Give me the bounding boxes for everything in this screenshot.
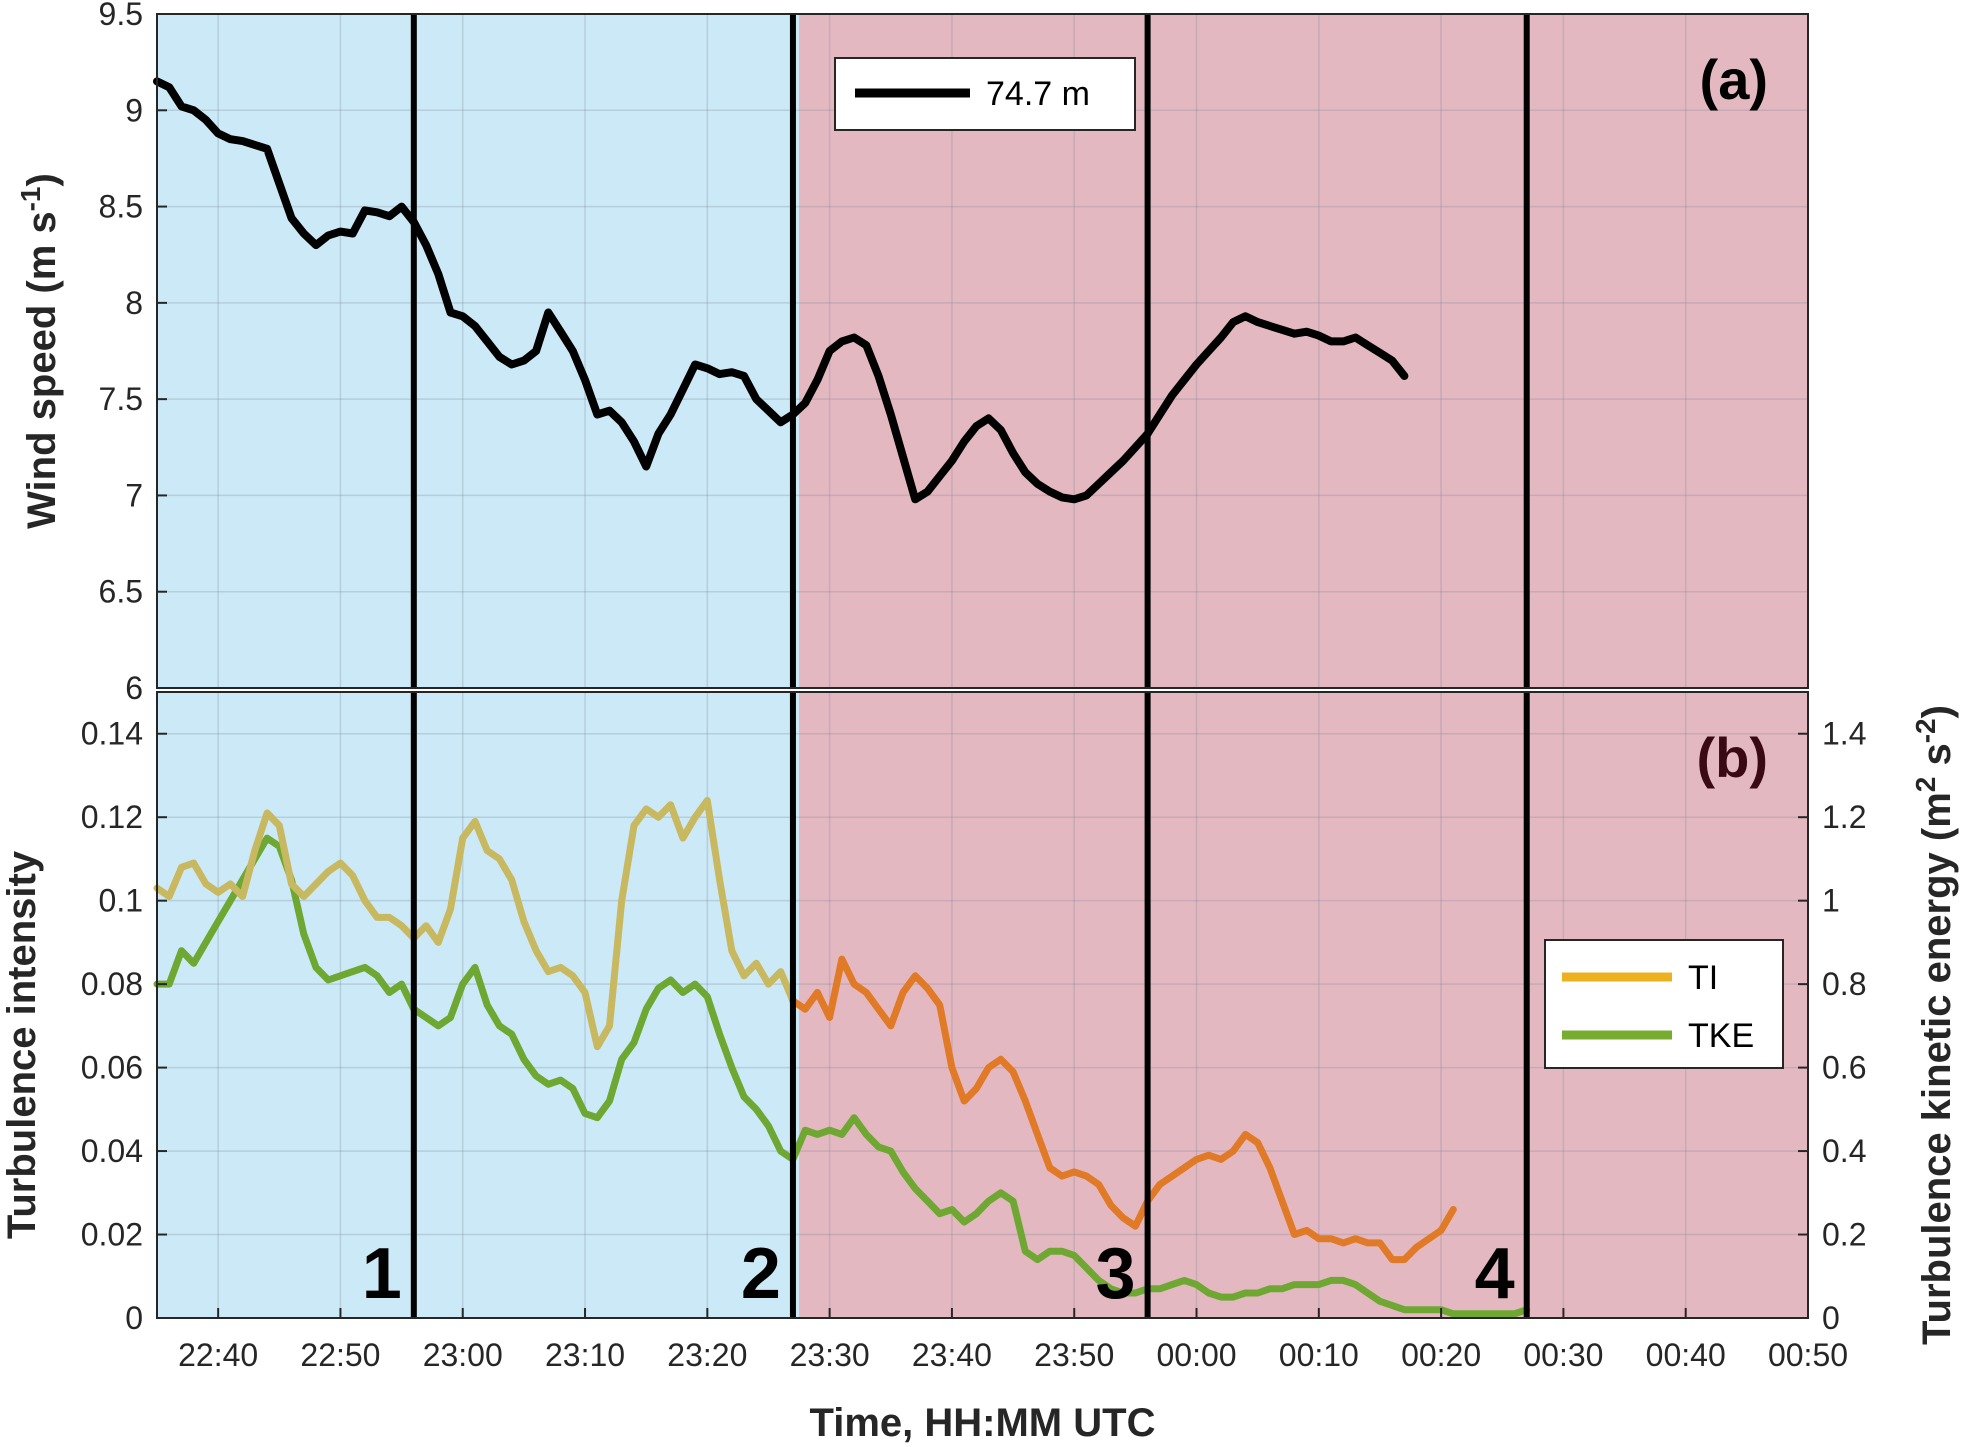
wind-ytick-label-3: 7.5 — [99, 381, 143, 417]
series-line-ti-after — [789, 955, 1457, 1264]
wind-ytick-label-0: 6 — [125, 670, 143, 706]
tke-ytick-label-4: 0.8 — [1822, 966, 1866, 1002]
xtick-label-2: 23:00 — [423, 1337, 503, 1373]
tke-ytick-label-5: 1 — [1822, 883, 1840, 919]
wind-ytick-label-7: 9.5 — [99, 0, 143, 32]
tke-ytick-label-6: 1.2 — [1822, 799, 1866, 835]
panel-label-a: (a) — [1700, 48, 1768, 111]
legend-entry-74-7-m: 74.7 m — [986, 75, 1090, 113]
xtick-label-13: 00:50 — [1768, 1337, 1848, 1373]
xtick-label-9: 00:10 — [1279, 1337, 1359, 1373]
event-label-2: 2 — [741, 1234, 781, 1314]
xtick-label-8: 00:00 — [1156, 1337, 1236, 1373]
legend-entry-tke: TKE — [1688, 1017, 1754, 1055]
panel-label-b: (b) — [1696, 726, 1768, 789]
ti-ytick-label-2: 0.04 — [81, 1133, 143, 1169]
xtick-label-5: 23:30 — [790, 1337, 870, 1373]
wind-speed-legend: 74.7 m — [834, 57, 1136, 131]
xtick-label-12: 00:40 — [1646, 1337, 1726, 1373]
wind-shaded-region-1 — [157, 14, 800, 688]
wind-ytick-label-6: 9 — [125, 92, 143, 128]
ti-ytick-label-3: 0.06 — [81, 1050, 143, 1086]
wind-ytick-label-5: 8.5 — [99, 189, 143, 225]
tke-ytick-label-0: 0 — [1822, 1300, 1840, 1336]
turbulence-intensity-y-axis-label: Turbulence intensity — [0, 850, 44, 1239]
wind-ytick-label-1: 6.5 — [99, 574, 143, 610]
xtick-label-0: 22:40 — [178, 1337, 258, 1373]
ti-ytick-label-0: 0 — [125, 1300, 143, 1336]
xtick-label-11: 00:30 — [1523, 1337, 1603, 1373]
turbulence-panel: 1 2 3 4 0 0.02 0.04 0.06 0.08 0.1 0.12 0.14 0 0.2 0.… — [0, 691, 1960, 1445]
legend-entry-ti: TI — [1688, 959, 1718, 997]
wind-speed-plot-frame — [156, 13, 1809, 689]
xtick-label-3: 23:10 — [545, 1337, 625, 1373]
xtick-label-1: 22:50 — [300, 1337, 380, 1373]
xtick-label-6: 23:40 — [912, 1337, 992, 1373]
event-label-4: 4 — [1475, 1234, 1515, 1314]
tke-ytick-label-1: 0.2 — [1822, 1217, 1866, 1253]
turbulence-legend-box — [1544, 939, 1784, 1069]
series-line-ti-before — [153, 797, 797, 1051]
tke-ytick-label-3: 0.6 — [1822, 1050, 1866, 1086]
tke-ytick-label-2: 0.4 — [1822, 1133, 1866, 1169]
wind-speed-panel: 66.577.588.599.5 (a) Wind speed (m s-1) … — [15, 0, 1809, 706]
series-line-wind-speed — [153, 77, 1409, 504]
xtick-label-4: 23:20 — [667, 1337, 747, 1373]
ti-ytick-label-1: 0.02 — [81, 1217, 143, 1253]
turbulence-plot-frame — [156, 691, 1809, 1319]
xtick-label-7: 23:50 — [1034, 1337, 1114, 1373]
event-label-1: 1 — [362, 1234, 402, 1314]
ti-ytick-label-7: 0.14 — [81, 716, 143, 752]
tke-right-y-axis-label: Turbulence kinetic energy (m2 s-2) — [1910, 705, 1960, 1345]
wind-ytick-label-4: 8 — [125, 285, 143, 321]
ti-ytick-label-4: 0.08 — [81, 966, 143, 1002]
event-label-3: 3 — [1096, 1234, 1136, 1314]
wind-ytick-label-2: 7 — [125, 477, 143, 513]
series-line-tke — [153, 834, 1531, 1318]
turbulence-shaded-region-1 — [157, 692, 800, 1318]
time-x-axis-label: Time, HH:MM UTC — [810, 1401, 1156, 1445]
wind-speed-y-axis-label: Wind speed (m s-1) — [15, 173, 65, 529]
xtick-label-10: 00:20 — [1401, 1337, 1481, 1373]
ti-ytick-label-6: 0.12 — [81, 799, 143, 835]
tke-ytick-label-7: 1.4 — [1822, 716, 1866, 752]
ti-ytick-label-5: 0.1 — [99, 883, 143, 919]
turbulence-legend: TI TKE — [1544, 939, 1784, 1069]
